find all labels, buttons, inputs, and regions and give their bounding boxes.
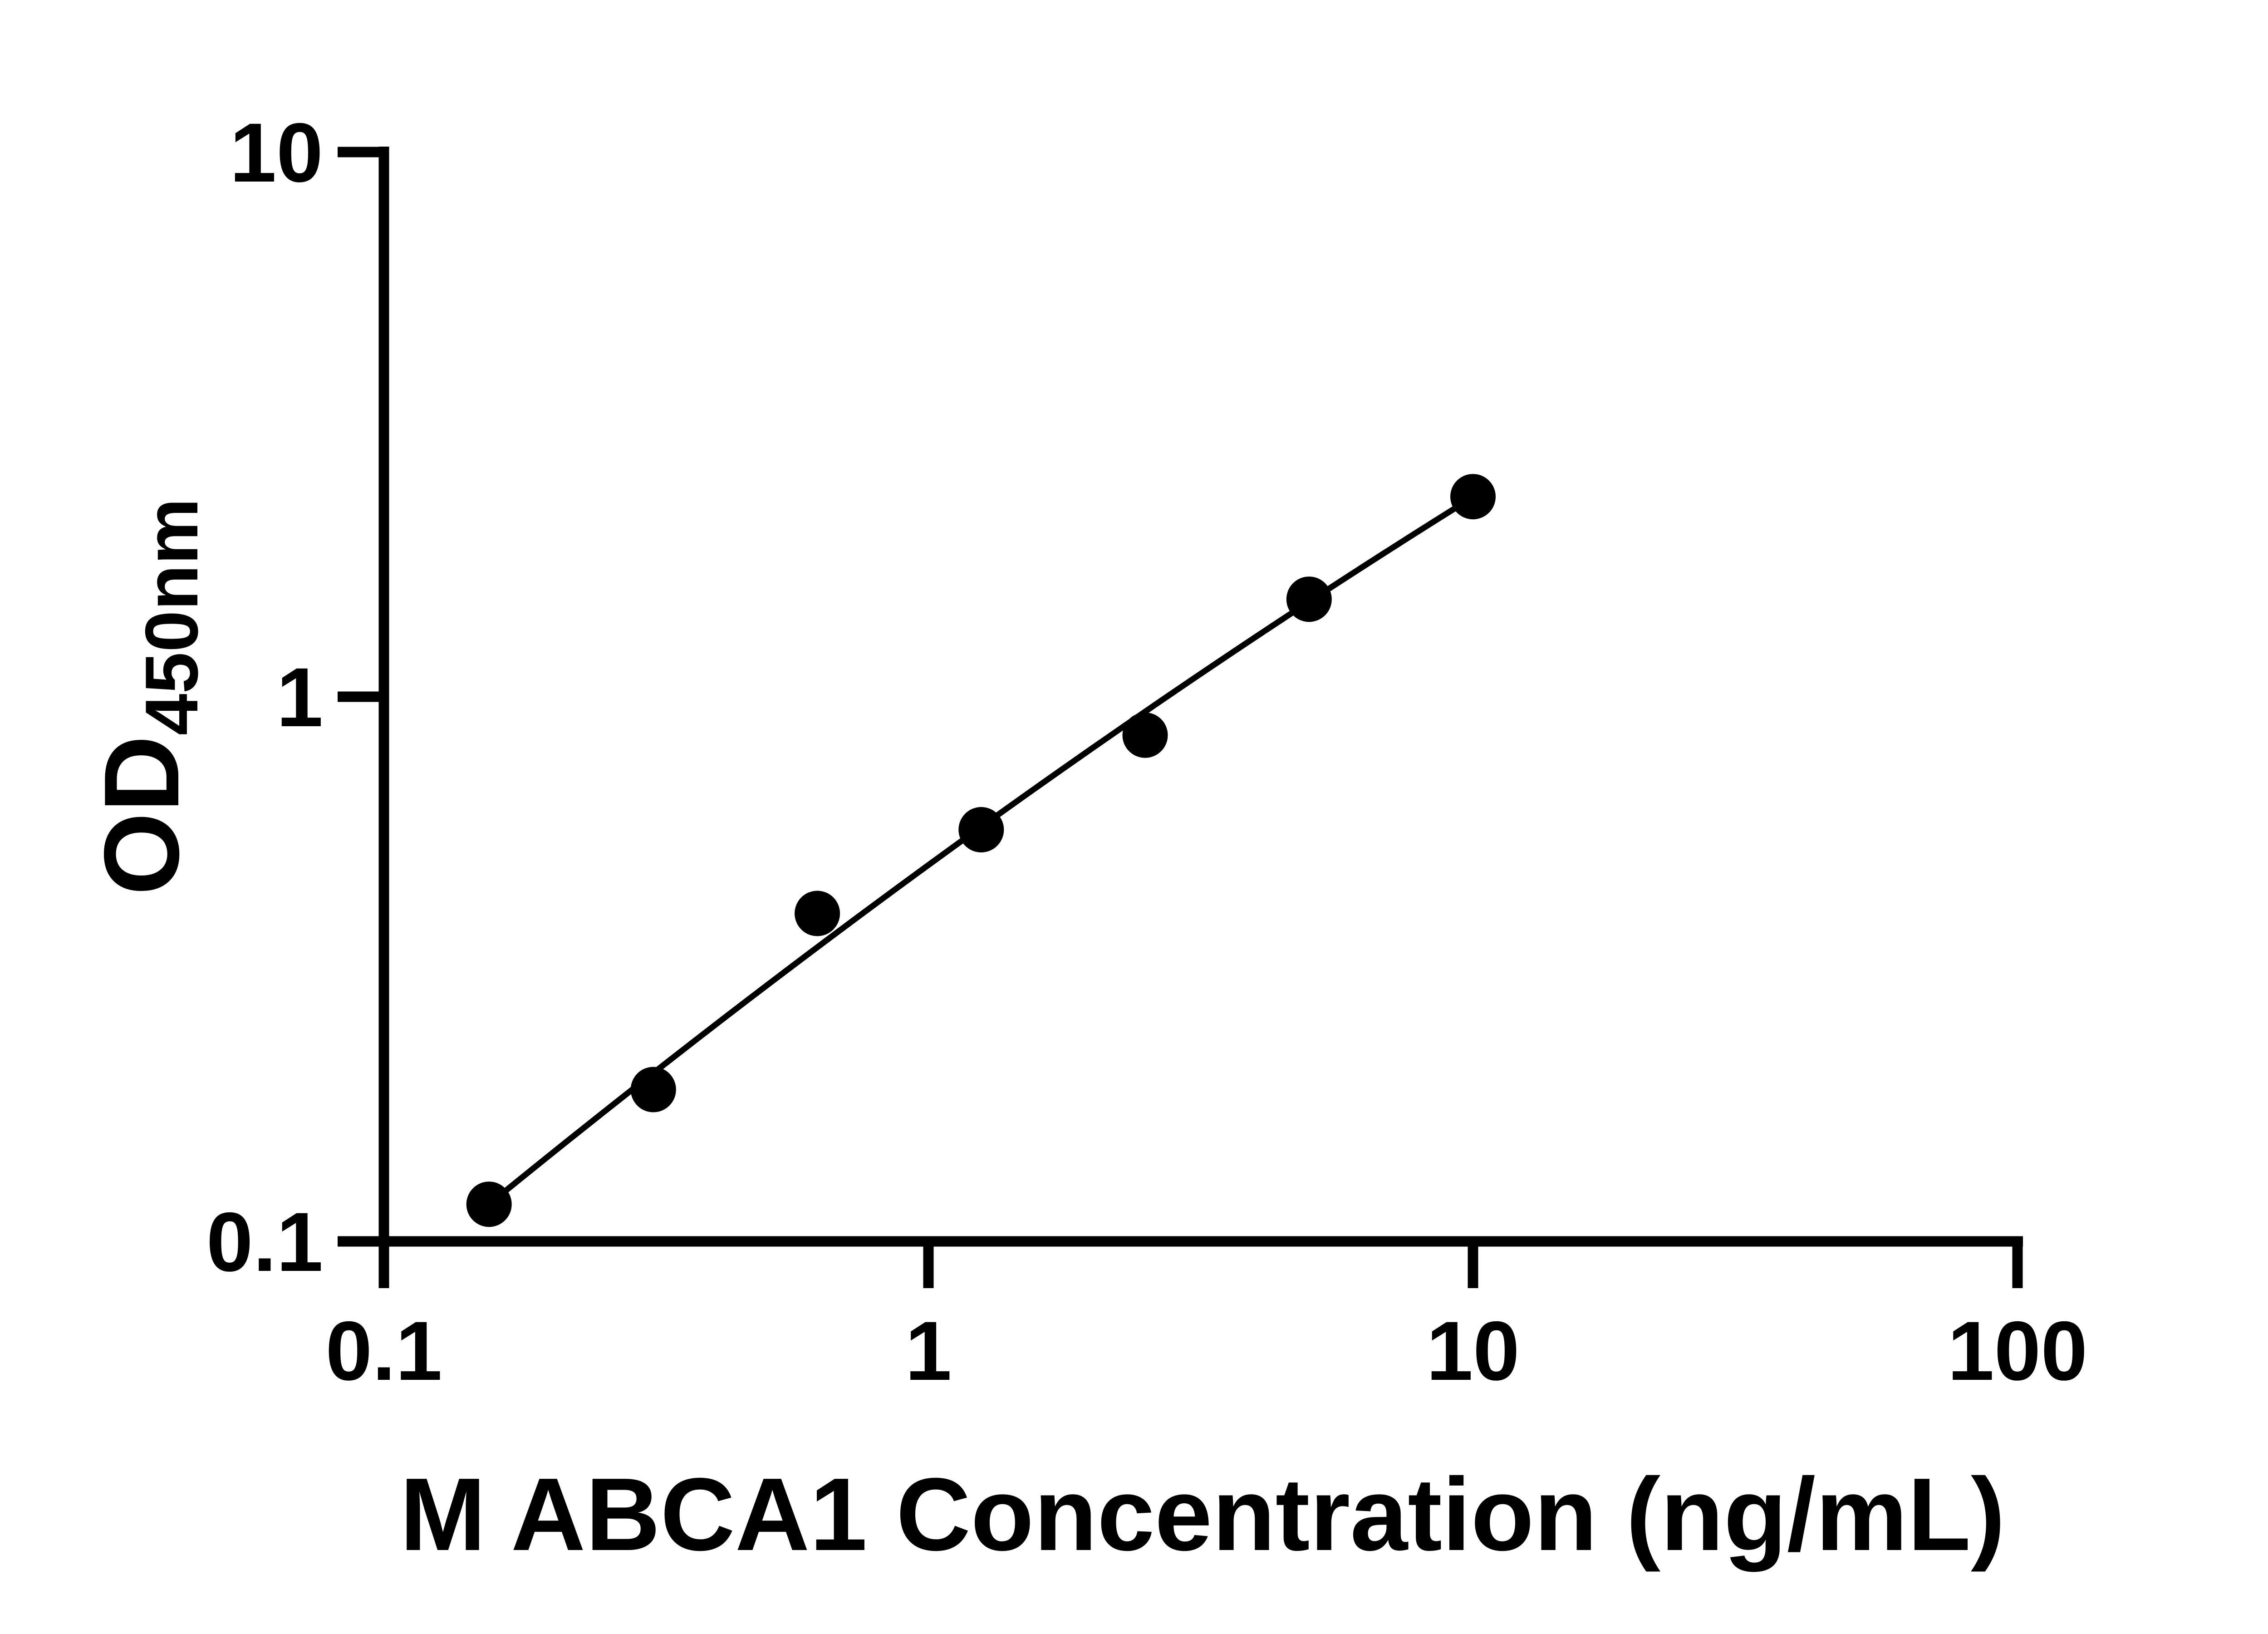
data-point <box>466 1181 512 1227</box>
y-tick-label: 1 <box>276 651 323 744</box>
data-point <box>1286 576 1332 622</box>
y-tick-label: 0.1 <box>206 1196 323 1289</box>
data-points <box>466 474 1496 1227</box>
y-axis-title-subscript: 450nm <box>130 498 213 735</box>
data-point <box>795 891 840 936</box>
x-axis-title: M ABCA1 Concentration (ng/mL) <box>400 1457 2005 1572</box>
y-axis-title-main: OD <box>82 735 201 896</box>
data-point <box>630 1067 676 1112</box>
x-tick-label: 100 <box>1948 1304 2088 1398</box>
y-tick-label: 10 <box>230 106 323 200</box>
axes: 0.1 1 10 0.1 1 10 100 <box>206 106 2088 1398</box>
data-point <box>1122 712 1168 758</box>
y-axis-ticks: 0.1 1 10 <box>206 106 384 1289</box>
data-point <box>1450 474 1496 520</box>
x-tick-label: 0.1 <box>325 1304 442 1398</box>
data-point <box>958 807 1004 852</box>
x-axis-ticks: 0.1 1 10 100 <box>325 1241 2087 1398</box>
x-tick-label: 10 <box>1426 1304 1520 1398</box>
x-tick-label: 1 <box>905 1304 952 1398</box>
y-axis-title: OD450nm <box>82 498 213 895</box>
